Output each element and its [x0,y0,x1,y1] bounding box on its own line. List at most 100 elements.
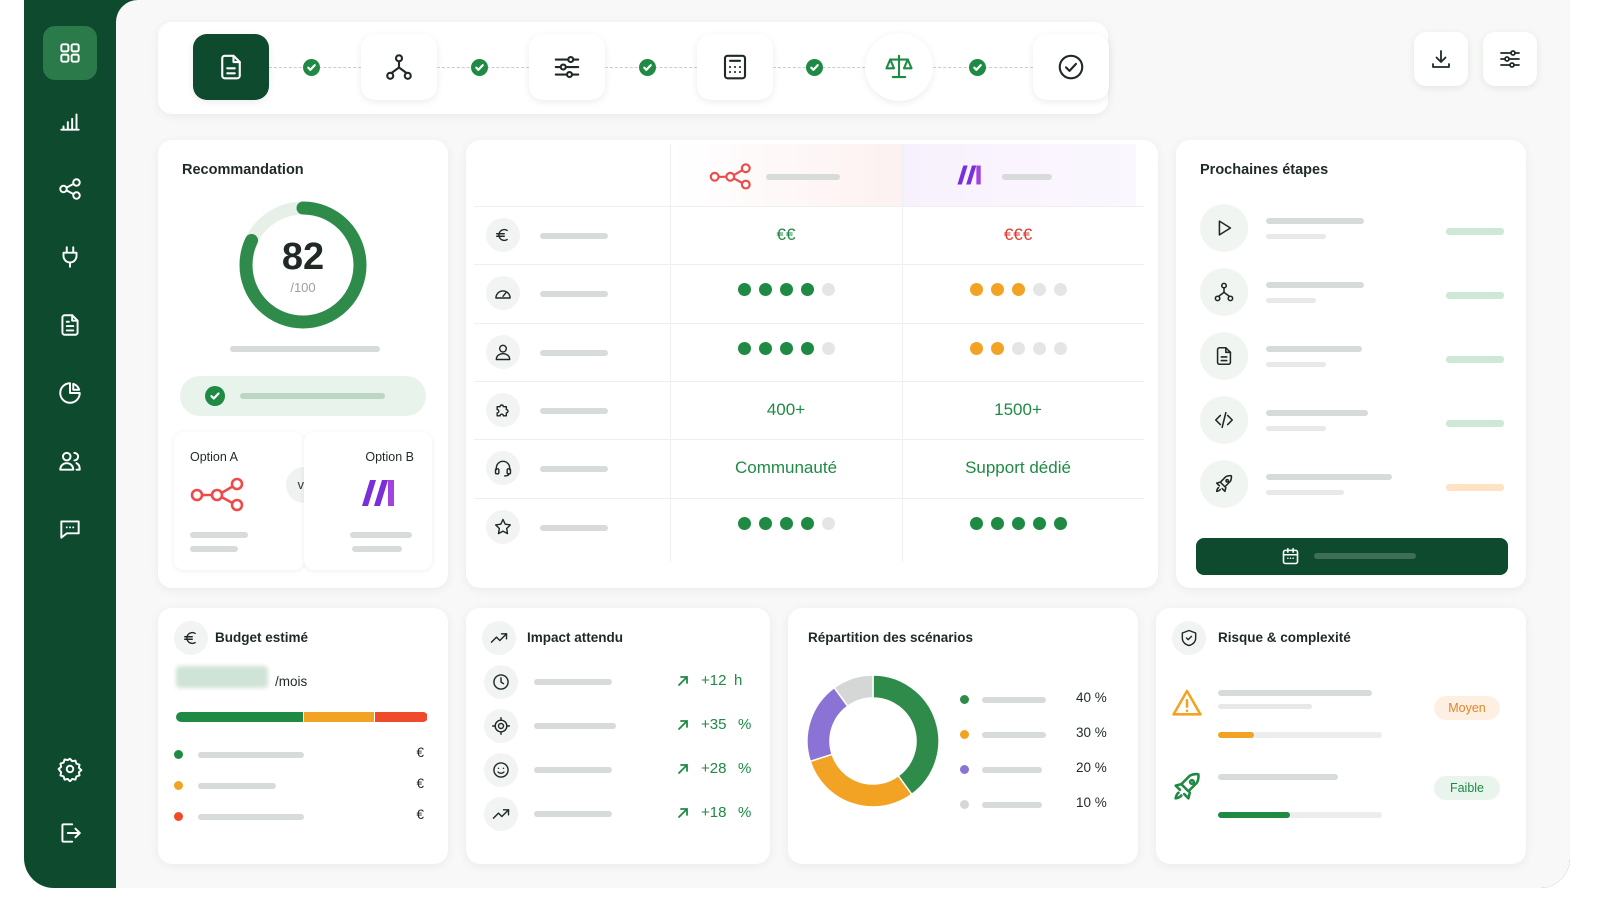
recommendation-pill[interactable] [180,376,426,416]
budget-bar-segment [374,712,427,722]
next-step-item[interactable] [1176,460,1526,512]
sidebar-item-settings[interactable] [43,742,97,796]
currency-symbol: € [416,745,424,760]
plug-icon [62,246,78,268]
impact-icon-circle [482,621,516,655]
rating-dot [758,283,772,297]
impact-row: +12 h [466,664,770,700]
placeholder-text [352,546,402,552]
cell-text: €€€ [1003,225,1033,244]
comparison-row[interactable] [474,439,670,497]
scenarios-card: Répartition des scénarios 40 % 30 % 20 % 10… [788,608,1138,864]
logout-icon [61,823,81,843]
option-a-card[interactable]: Option A [174,432,304,570]
sidebar-item-messages[interactable] [43,502,97,556]
comparison-row[interactable] [474,206,670,264]
rating-dot [1032,283,1046,297]
arrow-up-right-icon [678,720,688,730]
row-divider [474,206,1144,207]
rating-dot [800,516,814,530]
comparison-cell: Communauté [670,458,902,478]
row-icon-circle [486,276,520,311]
sidebar-item-documents[interactable] [43,298,97,352]
comparison-cell: €€€ [902,225,1134,245]
placeholder-text [1314,553,1416,559]
comparison-cell [670,283,902,297]
risk-icon [1170,686,1204,725]
next-step-item[interactable] [1176,332,1526,384]
legend-value: 30 % [1076,725,1107,740]
rating-dot [800,341,814,355]
step-document[interactable] [193,34,269,100]
next-step-icon-circle [1200,268,1248,316]
main-area: Recommandation 82 /100 Option A vs Optio… [116,0,1570,888]
rating-dot [779,283,793,297]
rating-dot [737,283,751,297]
users-icon [59,451,81,471]
rating-dot [737,516,751,530]
sidebar-item-integrations[interactable] [43,162,97,216]
bars-logo-icon [362,480,394,506]
next-step-item[interactable] [1176,204,1526,256]
placeholder-text [766,174,840,180]
sidebar-item-team[interactable] [43,434,97,488]
rating-dot [1053,283,1067,297]
document-icon [221,54,241,80]
next-step-item[interactable] [1176,396,1526,448]
sidebar-item-logout[interactable] [43,806,97,860]
rating-dot [758,516,772,530]
comparison-cell [902,516,1134,530]
rating-dot [990,283,1004,297]
score-max: /100 [290,280,316,295]
comparison-row[interactable] [474,264,670,322]
impact-icon-circle [484,797,518,831]
placeholder-text [982,732,1046,738]
sidebar-item-analytics[interactable] [43,94,97,148]
impact-card: Impact attendu +12 h +35% +28% +18% [466,608,770,864]
comparison-row[interactable] [474,381,670,439]
impact-unit: % [738,716,752,733]
step-settings[interactable] [529,34,605,100]
impact-value: +35 [701,716,727,733]
recommendation-card: Recommandation 82 /100 Option A vs Optio… [158,140,448,588]
sliders-icon [554,55,580,79]
placeholder-text [534,723,616,729]
comparison-row[interactable] [474,498,670,556]
sidebar-item-connectors[interactable] [43,230,97,284]
step-flow[interactable] [361,34,437,100]
pie-chart-icon [59,382,81,404]
impact-row: +28% [466,752,770,788]
grid-icon [60,43,80,63]
filter-button[interactable] [1483,32,1537,86]
next-step-item[interactable] [1176,268,1526,320]
document-icon [61,314,79,336]
rating-dot [779,341,793,355]
download-icon [1432,50,1450,68]
legend-value: 10 % [1076,795,1107,810]
step-compare[interactable] [865,33,933,101]
column-divider [902,144,903,562]
schedule-button[interactable] [1196,538,1508,575]
scenarios-title: Répartition des scénarios [808,630,974,645]
comparison-cell [902,341,1134,355]
download-button[interactable] [1414,32,1468,86]
step-validate[interactable] [1033,34,1109,100]
legend-item: 20 % [788,760,1138,780]
rating-dot [1011,283,1025,297]
step-calculator[interactable] [697,34,773,100]
placeholder-text [534,679,612,685]
gear-icon [57,757,83,782]
risk-level-track [1218,732,1382,738]
legend-dot [960,695,969,704]
risk-item: Faible [1156,764,1526,834]
budget-bar-segment [304,712,374,722]
rating-dot [969,283,983,297]
donut-slice [833,674,874,708]
bar-chart-icon [60,113,80,131]
comparison-row[interactable] [474,323,670,381]
option-b-card[interactable]: Option B [304,432,432,570]
row-icon-circle [486,218,520,252]
sidebar-item-reports[interactable] [43,366,97,420]
sidebar-item-dashboard[interactable] [43,26,97,80]
comparison-cell: 1500+ [902,400,1134,420]
